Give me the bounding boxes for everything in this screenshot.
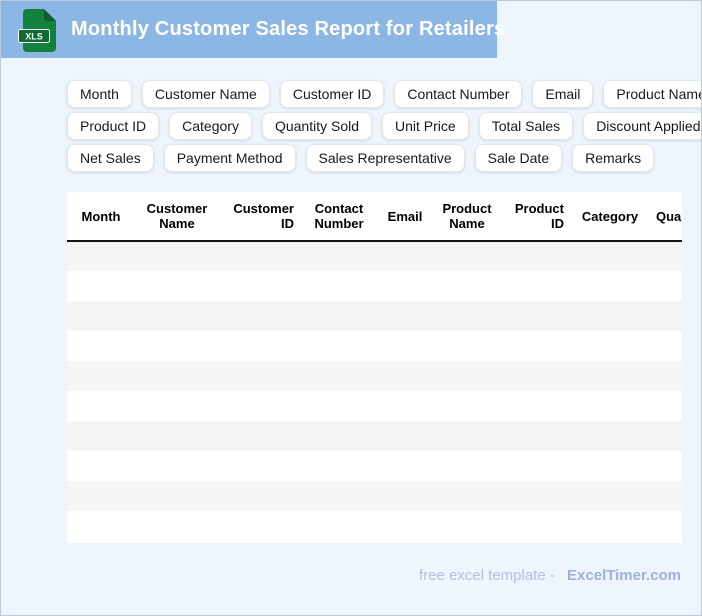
chip-sales-representative[interactable]: Sales Representative — [305, 144, 465, 172]
col-header-month: Month — [67, 192, 135, 242]
footer-credit-text: free excel template - — [418, 567, 555, 584]
table-row — [67, 421, 682, 451]
chip-row-1: Month Customer Name Customer ID Contact … — [67, 80, 701, 108]
svg-text:XLS: XLS — [25, 31, 43, 41]
chip-product-id[interactable]: Product ID — [67, 112, 160, 140]
table-row — [67, 361, 682, 391]
col-header-category: Category — [569, 192, 651, 242]
chip-email[interactable]: Email — [532, 80, 594, 108]
col-header-quantity-sold: Quantity Sold — [651, 192, 682, 242]
chip-row-3: Net Sales Payment Method Sales Represent… — [67, 144, 701, 172]
chip-discount-applied[interactable]: Discount Applied — [583, 112, 701, 140]
chip-customer-name[interactable]: Customer Name — [141, 80, 270, 108]
chip-payment-method[interactable]: Payment Method — [163, 144, 296, 172]
chip-customer-id[interactable]: Customer ID — [279, 80, 385, 108]
chip-sale-date[interactable]: Sale Date — [474, 144, 563, 172]
chip-product-name[interactable]: Product Name — [603, 80, 701, 108]
header-band: XLS Monthly Customer Sales Report for Re… — [1, 1, 505, 58]
footer-brand-link[interactable]: ExcelTimer.com — [567, 567, 681, 584]
chip-quantity-sold[interactable]: Quantity Sold — [261, 112, 373, 140]
page-title: Monthly Customer Sales Report for Retail… — [71, 18, 506, 40]
field-chip-list: Month Customer Name Customer ID Contact … — [67, 80, 701, 172]
xls-file-icon: XLS — [18, 8, 56, 52]
table-row — [67, 391, 682, 421]
chip-category[interactable]: Category — [169, 112, 252, 140]
table-row — [67, 511, 682, 541]
table-row — [67, 451, 682, 481]
chip-total-sales[interactable]: Total Sales — [478, 112, 574, 140]
chip-remarks[interactable]: Remarks — [572, 144, 655, 172]
chip-contact-number[interactable]: Contact Number — [394, 80, 523, 108]
chip-net-sales[interactable]: Net Sales — [67, 144, 154, 172]
table-row — [67, 241, 682, 271]
table-row — [67, 301, 682, 331]
table-row — [67, 331, 682, 361]
chip-month[interactable]: Month — [67, 80, 132, 108]
chip-unit-price[interactable]: Unit Price — [382, 112, 469, 140]
col-header-product-id: Product ID — [503, 192, 569, 242]
col-header-customer-id: Customer ID — [219, 192, 299, 242]
table-row — [67, 481, 682, 511]
table-header-row: Month Customer Name Customer ID Contact … — [67, 192, 682, 242]
col-header-customer-name: Customer Name — [135, 192, 219, 242]
col-header-email: Email — [379, 192, 431, 242]
footer-credit: free excel template - ExcelTimer.com — [419, 567, 681, 584]
table-row — [67, 271, 682, 301]
report-table-card: Month Customer Name Customer ID Contact … — [67, 192, 682, 543]
col-header-product-name: Product Name — [431, 192, 503, 242]
report-table: Month Customer Name Customer ID Contact … — [67, 192, 682, 541]
chip-row-2: Product ID Category Quantity Sold Unit P… — [67, 112, 701, 140]
col-header-contact-number: Contact Number — [299, 192, 379, 242]
